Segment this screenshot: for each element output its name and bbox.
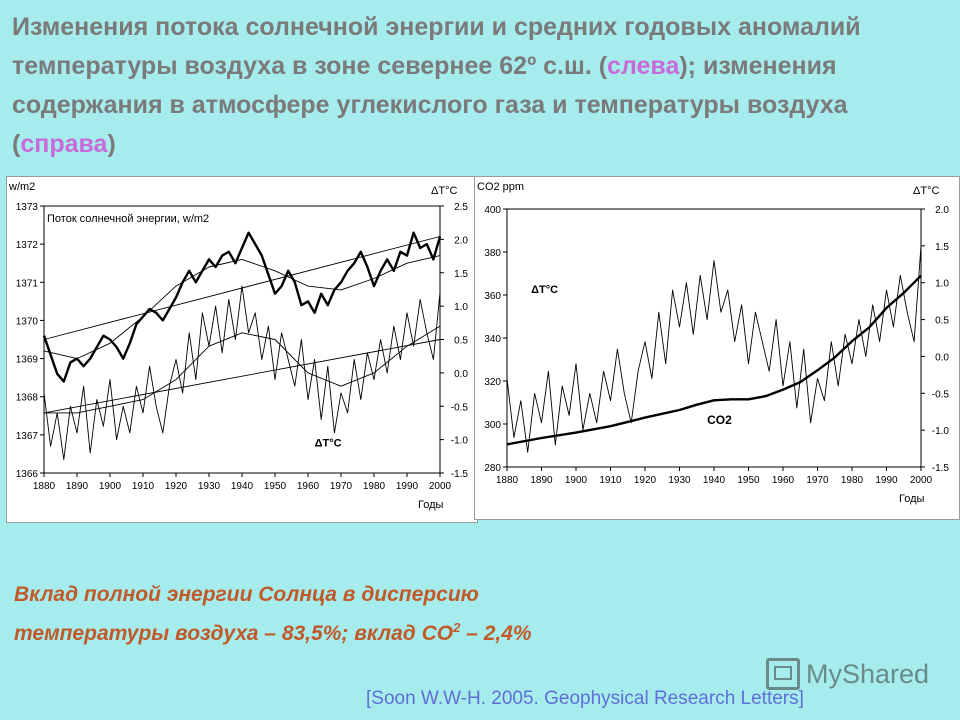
x-tick-label: 2000 (910, 475, 933, 486)
right-chart-panel: 1880 1890 1900 1910 1920 1930 1940 1950 1960 1970… (474, 176, 960, 520)
temperature-annotation: ΔT°C (531, 284, 558, 296)
x-tick-label: 1960 (772, 475, 795, 486)
watermark-text: MyShared (806, 658, 930, 689)
x-tick-label: 1980 (363, 481, 386, 492)
plot-frame (506, 208, 922, 468)
y-left-tick-label: 340 (484, 334, 501, 345)
y-right-tick-label: 1.0 (454, 302, 468, 313)
y-right-tick-label: -1.5 (932, 463, 950, 474)
y-left-tick-label: 300 (484, 420, 501, 431)
series-line (43, 339, 441, 414)
y-right-tick-label: -0.5 (451, 402, 469, 413)
x-axis-title: Годы (899, 493, 925, 505)
y-left-tick-label: 1366 (16, 469, 39, 480)
x-tick-label: 1890 (530, 475, 553, 486)
y-right-tick-label: 1.5 (935, 242, 949, 253)
left-chart: 1880 1890 1900 1910 1920 1930 1940 1950 1960 1970… (8, 181, 469, 511)
x-tick-label: 1990 (396, 481, 419, 492)
y-right-tick-label: 1.0 (935, 279, 949, 290)
watermark-logo: MyShared (766, 656, 929, 692)
x-tick-label: 1960 (297, 481, 320, 492)
x-tick-label: 1940 (703, 475, 726, 486)
title-right-word: справа (20, 130, 108, 158)
x-tick-label: 2000 (429, 481, 452, 492)
y-left-tick-label: 1368 (16, 393, 39, 404)
y-left-axis-title: CO2 ppm (477, 181, 524, 193)
x-tick-label: 1930 (668, 475, 691, 486)
presentation-icon (766, 658, 800, 690)
note-line-2-b: – 2,4% (460, 622, 532, 645)
x-tick-label: 1920 (634, 475, 657, 486)
y-right-tick-label: 0.0 (454, 369, 468, 380)
y-left-tick-label: 1371 (16, 278, 39, 289)
y-right-tick-label: 0.5 (935, 316, 949, 327)
x-tick-label: 1890 (66, 481, 89, 492)
y-right-axis-title: ΔT°C (431, 185, 457, 197)
x-tick-label: 1900 (565, 475, 588, 486)
note-line-2-a: температуры воздуха – 83,5%; вклад СО (14, 622, 454, 645)
x-tick-label: 1910 (132, 481, 155, 492)
x-tick-label: 1940 (231, 481, 254, 492)
series-line (43, 285, 441, 461)
note-line-1: Вклад полной энергии Солнца в дисперсию (14, 583, 479, 606)
x-tick-label: 1930 (198, 481, 221, 492)
x-tick-label: 1920 (165, 481, 188, 492)
x-tick-label: 1970 (806, 475, 829, 486)
series-line (42, 231, 442, 383)
y-left-axis-title: w/m2 (8, 181, 35, 193)
series-line (44, 325, 441, 414)
y-left-tick-label: 1373 (16, 202, 39, 213)
y-right-tick-label: 1.5 (454, 269, 468, 280)
x-tick-label: 1970 (330, 481, 353, 492)
contribution-note: Вклад полной энергии Солнца в дисперсию … (14, 578, 532, 650)
x-tick-label: 1880 (496, 475, 519, 486)
title-left-word: слева (607, 52, 680, 80)
x-tick-label: 1990 (875, 475, 898, 486)
y-left-tick-label: 1367 (16, 431, 39, 442)
slide-title: Изменения потока солнечной энергии и сре… (12, 8, 952, 164)
co2-annotation: CO2 (707, 413, 732, 427)
left-chart-panel: 1880 1890 1900 1910 1920 1930 1940 1950 1960 1970… (6, 176, 478, 523)
x-tick-label: 1880 (33, 481, 56, 492)
y-right-axis-title: ΔT°C (913, 185, 939, 197)
y-right-tick-label: -1.5 (451, 469, 469, 480)
y-right-tick-label: -0.5 (932, 389, 950, 400)
y-left-tick-label: 280 (484, 463, 501, 474)
title-part-3: ) (107, 130, 116, 158)
y-left-tick-label: 380 (484, 248, 501, 259)
title-part-2: ); изменения содержания в атмосфере угле… (12, 52, 848, 158)
solar-flux-annotation: Поток солнечной энергии, w/m2 (47, 213, 209, 225)
x-tick-label: 1980 (841, 475, 864, 486)
note-line-2-sup: 2 (453, 620, 461, 635)
y-right-tick-label: 0.5 (454, 336, 468, 347)
series-line (43, 255, 441, 360)
y-left-tick-label: 1372 (16, 240, 39, 251)
temperature-annotation: ΔT°C (315, 437, 342, 449)
y-right-tick-label: 0.0 (935, 352, 949, 363)
y-right-tick-label: 2.0 (454, 235, 468, 246)
series-line (506, 245, 922, 453)
title-part-1: Изменения потока солнечной энергии и сре… (12, 13, 861, 80)
x-tick-label: 1950 (264, 481, 287, 492)
note-line-2: температуры воздуха – 83,5%; вклад СО2 –… (14, 611, 532, 650)
reference-citation: [Soon W.W-H. 2005. Geophysical Research … (366, 688, 804, 709)
y-left-tick-label: 1369 (16, 355, 39, 366)
x-axis-title: Годы (418, 499, 444, 511)
x-tick-label: 1900 (99, 481, 122, 492)
y-left-tick-label: 360 (484, 291, 501, 302)
y-right-tick-label: 2.0 (935, 205, 949, 216)
x-tick-label: 1950 (737, 475, 760, 486)
y-left-tick-label: 1370 (16, 316, 39, 327)
y-left-tick-label: 400 (484, 205, 501, 216)
right-chart: 1880 1890 1900 1910 1920 1930 1940 1950 1960 1970… (477, 181, 950, 505)
y-left-tick-label: 320 (484, 377, 501, 388)
y-right-tick-label: -1.0 (932, 426, 950, 437)
y-right-tick-label: -1.0 (451, 436, 469, 447)
x-tick-label: 1910 (599, 475, 622, 486)
series-line (506, 274, 922, 446)
y-right-tick-label: 2.5 (454, 202, 468, 213)
